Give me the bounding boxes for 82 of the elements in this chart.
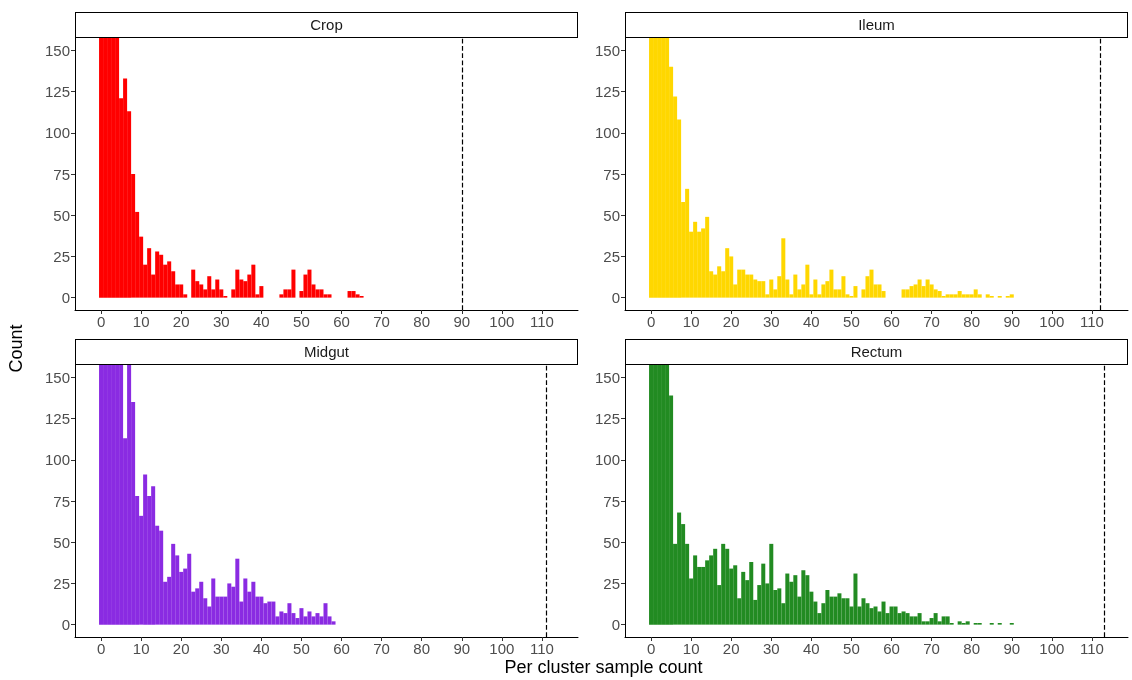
x-tick-label: 30 [762, 313, 780, 330]
y-tick-label: 125 [44, 410, 70, 428]
x-tick-label: 70 [923, 640, 940, 657]
y-tick-label: 150 [44, 368, 70, 386]
x-tick-label: 80 [963, 640, 981, 657]
chart-title: Ileum [625, 12, 1128, 38]
x-tick-label: 110 [529, 640, 554, 657]
y-tick-label: 25 [603, 574, 620, 592]
x-tick-label: 10 [132, 640, 150, 657]
x-tick-label: 90 [453, 640, 471, 657]
x-tick-label: 10 [682, 313, 700, 330]
x-tick-label: 0 [96, 640, 106, 657]
x-tick-label: 100 [489, 640, 515, 657]
x-axis-title: Per cluster sample count [503, 657, 704, 678]
x-tick-label: 60 [333, 313, 350, 330]
x-tick-label: 10 [132, 313, 150, 330]
y-tick-label: 150 [44, 41, 70, 59]
x-tick-label: 50 [843, 640, 860, 657]
x-tick-label: 50 [843, 313, 860, 330]
y-tick-label: 0 [611, 616, 620, 634]
x-tick-label: 0 [96, 313, 106, 330]
x-tick-label: 90 [1003, 313, 1021, 330]
y-tick-label: 25 [53, 247, 70, 265]
y-tick-label: 100 [594, 451, 620, 469]
x-tick-label: 70 [923, 313, 940, 330]
y-tick-label: 75 [603, 165, 620, 183]
x-tick-label: 60 [883, 640, 900, 657]
y-tick-label: 75 [603, 492, 620, 510]
y-tick-label: 150 [594, 41, 620, 59]
x-tick-label: 20 [722, 313, 740, 330]
x-tick-label: 100 [489, 313, 515, 330]
x-tick-label: 40 [253, 640, 270, 657]
y-tick-label: 50 [53, 206, 70, 224]
x-tick-label: 40 [803, 640, 820, 657]
y-tick-label: 100 [44, 451, 70, 469]
y-tick-label: 0 [61, 289, 70, 307]
x-tick-label: 40 [253, 313, 270, 330]
y-tick-label: 100 [594, 124, 620, 142]
x-tick-label: 80 [413, 313, 431, 330]
x-tick-label: 50 [293, 313, 310, 330]
y-tick-label: 50 [603, 533, 620, 551]
y-tick-label: 150 [594, 368, 620, 386]
y-tick-label: 0 [611, 289, 620, 307]
y-tick-label: 25 [603, 247, 620, 265]
x-tick-label: 40 [803, 313, 820, 330]
y-tick-label: 100 [44, 124, 70, 142]
x-tick-label: 30 [212, 313, 230, 330]
y-tick-label: 25 [53, 574, 70, 592]
x-tick-label: 50 [293, 640, 310, 657]
y-tick-label: 125 [594, 83, 620, 101]
y-tick-label: 50 [603, 206, 620, 224]
y-tick-label: 125 [44, 83, 70, 101]
x-tick-label: 0 [646, 313, 656, 330]
chart-title: Midgut [75, 339, 578, 365]
x-tick-label: 110 [529, 313, 554, 330]
x-tick-label: 70 [373, 313, 390, 330]
chart-title: Crop [75, 12, 578, 38]
x-tick-label: 20 [172, 313, 190, 330]
x-tick-label: 20 [722, 640, 740, 657]
x-tick-label: 0 [646, 640, 656, 657]
x-tick-label: 110 [1079, 313, 1104, 330]
x-tick-label: 110 [1079, 640, 1104, 657]
y-tick-label: 125 [594, 410, 620, 428]
x-tick-label: 80 [963, 313, 981, 330]
y-axis-title: Count [5, 324, 27, 373]
x-tick-label: 30 [762, 640, 780, 657]
x-tick-label: 60 [333, 640, 350, 657]
x-tick-label: 100 [1039, 640, 1065, 657]
y-tick-label: 0 [61, 616, 70, 634]
x-tick-label: 60 [883, 313, 900, 330]
x-tick-label: 20 [172, 640, 190, 657]
x-tick-label: 80 [413, 640, 431, 657]
x-tick-label: 90 [1003, 640, 1021, 657]
chart-title: Rectum [625, 339, 1128, 365]
x-tick-label: 90 [453, 313, 471, 330]
x-tick-label: 30 [212, 640, 230, 657]
y-tick-label: 75 [53, 492, 70, 510]
x-tick-label: 10 [682, 640, 700, 657]
y-tick-label: 50 [53, 533, 70, 551]
y-tick-label: 75 [53, 165, 70, 183]
x-tick-label: 70 [373, 640, 390, 657]
x-tick-label: 100 [1039, 313, 1065, 330]
